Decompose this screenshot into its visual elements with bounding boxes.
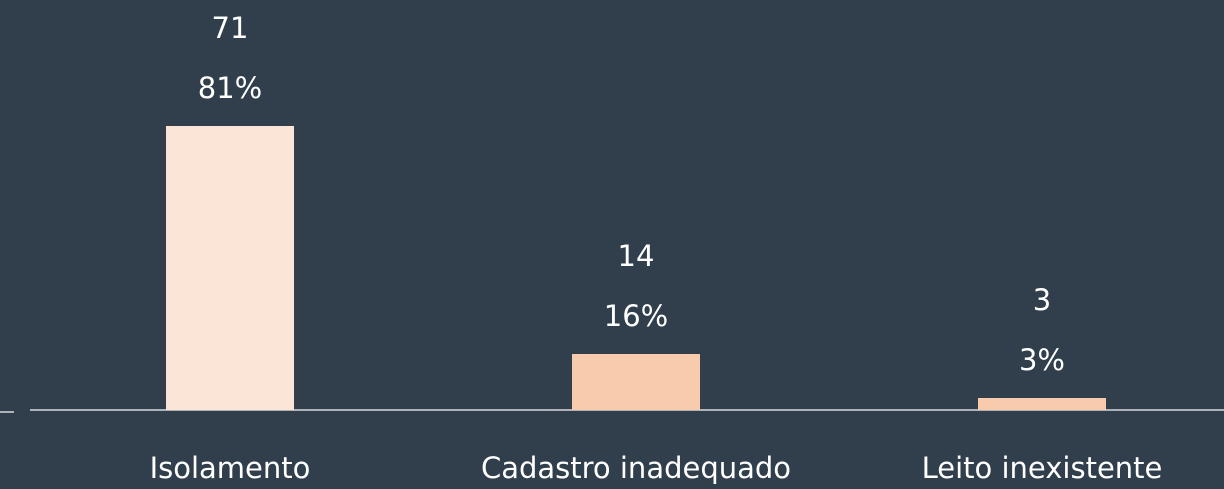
percent-label: 81%	[198, 71, 262, 105]
percent-label: 16%	[604, 299, 668, 333]
value-label: 71	[212, 11, 249, 45]
x-tick-label: Cadastro inadequado	[481, 451, 791, 485]
value-label: 14	[618, 239, 655, 273]
x-tick-label: Leito inexistente	[922, 451, 1163, 485]
bar	[572, 354, 700, 410]
bar	[166, 126, 294, 410]
bar	[978, 398, 1106, 410]
value-label: 3	[1033, 283, 1051, 317]
percent-label: 3%	[1019, 343, 1065, 377]
x-tick-label: Isolamento	[150, 451, 311, 485]
